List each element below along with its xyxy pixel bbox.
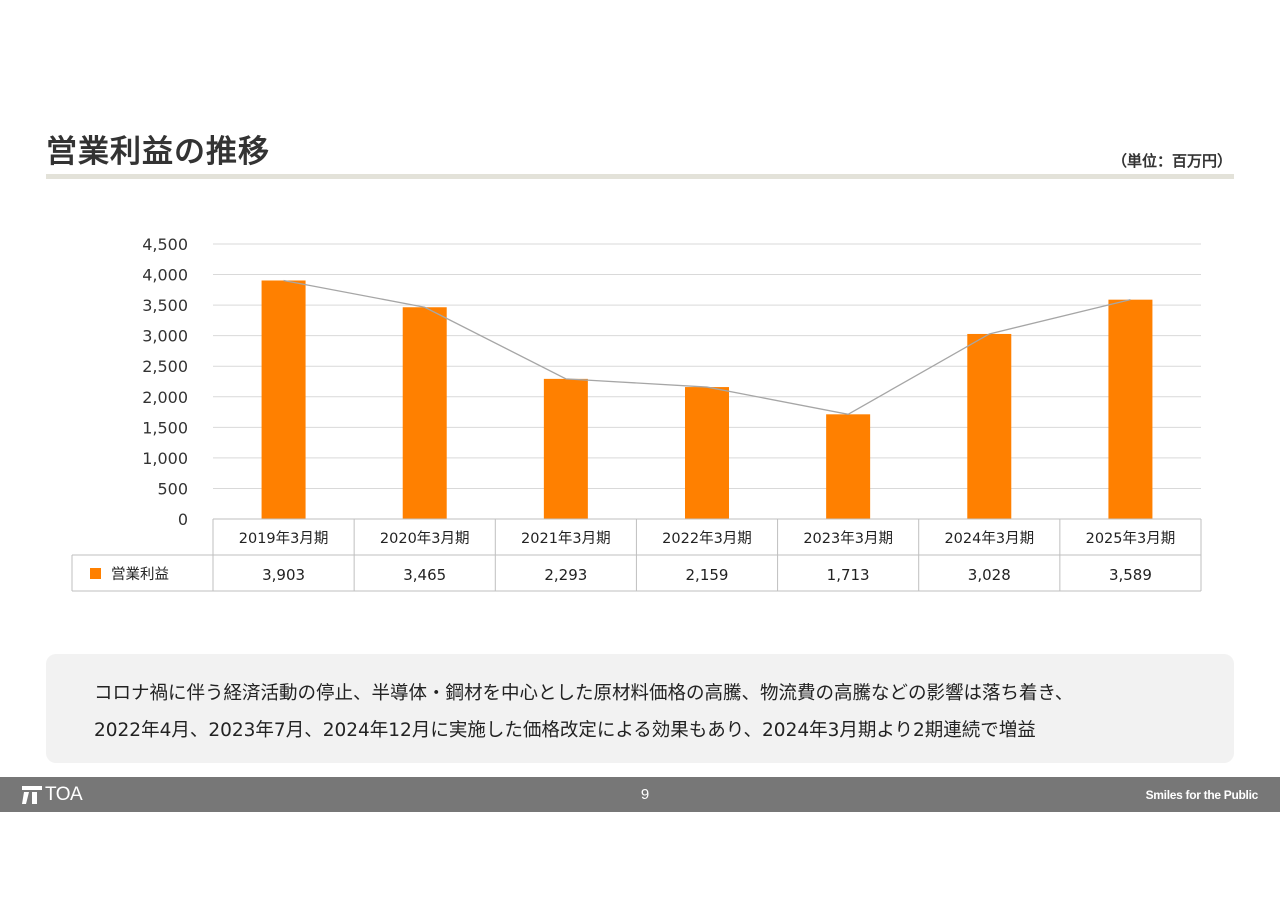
commentary-line-1: コロナ禍に伴う経済活動の停止、半導体・鋼材を中心とした原材料価格の高騰、物流費の… <box>94 683 1074 704</box>
bar <box>685 387 729 519</box>
x-category-label: 2020年3月期 <box>380 530 470 547</box>
y-axis-labels: 0 500 1,000 1,500 2,000 2,500 3,000 3,500 4,000 4… <box>142 235 188 529</box>
y-tick-label: 500 <box>157 479 188 498</box>
data-table-value: 3,903 <box>262 566 305 584</box>
y-tick-label: 1,500 <box>142 418 188 437</box>
y-tick-label: 0 <box>178 510 188 529</box>
logo-text: TOA <box>45 784 83 805</box>
commentary-line-2: 2022年4月、2023年7月、2024年12月に実施した価格改定による効果もあ… <box>94 720 1036 741</box>
tagline: Smiles for the Public <box>1145 788 1259 802</box>
page-number: 9 <box>640 786 650 803</box>
chart-trend-line <box>283 279 1131 416</box>
data-table-value: 3,465 <box>403 566 446 584</box>
trend-line <box>283 279 1131 416</box>
bar <box>1108 299 1153 519</box>
title-divider <box>46 174 1234 179</box>
y-tick-label: 4,000 <box>142 266 188 285</box>
bar <box>826 414 871 519</box>
x-category-label: 2023年3月期 <box>803 530 893 547</box>
commentary-box: コロナ禍に伴う経済活動の停止、半導体・鋼材を中心とした原材料価格の高騰、物流費の… <box>46 654 1234 763</box>
data-table-value: 1,713 <box>827 566 870 584</box>
x-category-label: 2024年3月期 <box>944 530 1034 547</box>
data-table-value: 3,589 <box>1109 566 1152 584</box>
y-tick-label: 3,500 <box>142 296 188 315</box>
toa-logo: TOA <box>22 784 83 805</box>
y-tick-label: 2,000 <box>142 388 188 407</box>
x-category-label: 2021年3月期 <box>521 530 611 547</box>
bar <box>967 333 1012 519</box>
data-table-value: 2,159 <box>686 566 729 584</box>
x-category-label: 2025年3月期 <box>1086 530 1176 547</box>
legend-series-name: 営業利益 <box>111 566 169 583</box>
chart-data-table: 2019年3月期 3,903 2020年3月期 3,465 2021年3月期 2,293 2… <box>71 518 1202 592</box>
data-table-value: 3,028 <box>968 566 1011 584</box>
legend-swatch <box>90 568 101 579</box>
y-tick-label: 1,000 <box>142 449 188 468</box>
page-title: 営業利益の推移 <box>46 134 270 170</box>
bar <box>261 280 306 519</box>
footer-bar: TOA 9 Smiles for the Public <box>0 777 1280 812</box>
y-tick-label: 3,000 <box>142 327 188 346</box>
y-tick-label: 2,500 <box>142 357 188 376</box>
operating-profit-chart: 0 500 1,000 1,500 2,000 2,500 3,000 3,500 4,000 4… <box>71 235 1202 592</box>
chart-bars <box>261 280 1153 519</box>
y-tick-label: 4,500 <box>142 235 188 254</box>
bar <box>402 307 447 519</box>
data-table-value: 2,293 <box>544 566 587 584</box>
unit-label: （単位：百万円） <box>1111 152 1232 170</box>
x-category-label: 2022年3月期 <box>662 530 752 547</box>
bar <box>543 378 588 519</box>
toa-logo-icon <box>22 786 42 804</box>
x-category-label: 2019年3月期 <box>239 530 329 547</box>
